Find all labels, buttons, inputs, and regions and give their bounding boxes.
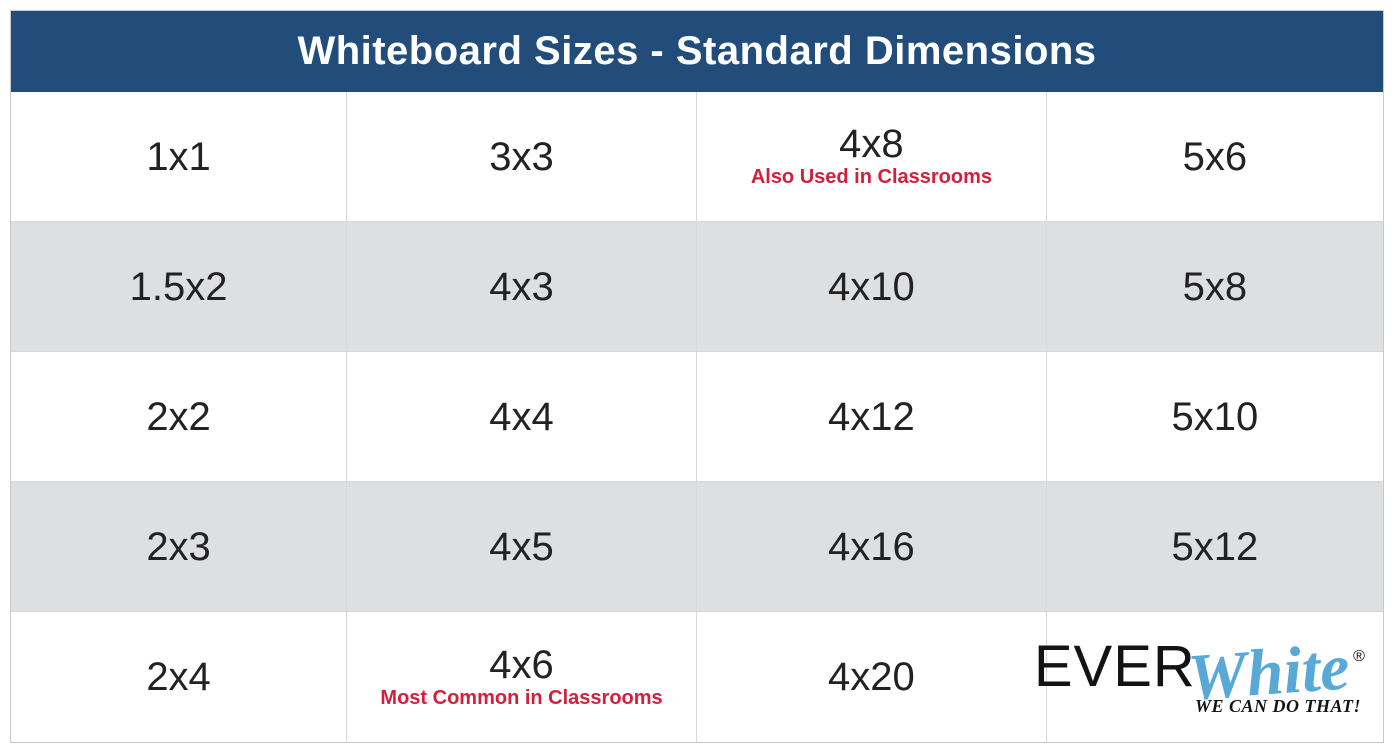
logo-text-white: White bbox=[1186, 637, 1351, 708]
table-cell: 2x2 bbox=[11, 352, 347, 482]
table-cell: 2x3 bbox=[11, 482, 347, 612]
table-cell: 4x4 bbox=[347, 352, 697, 482]
size-value: 4x12 bbox=[828, 397, 915, 437]
table-cell: 5x12 bbox=[1047, 482, 1383, 612]
size-value: 4x16 bbox=[828, 527, 915, 567]
size-value: 4x10 bbox=[828, 267, 915, 307]
size-value: 4x20 bbox=[828, 657, 915, 697]
table-cell: 3x3 bbox=[347, 92, 697, 222]
size-value: 5x8 bbox=[1183, 267, 1248, 307]
table-cell: 5x10 bbox=[1047, 352, 1383, 482]
table-cell: 4x12 bbox=[697, 352, 1047, 482]
table-cell: 5x8 bbox=[1047, 222, 1383, 352]
size-value: 2x4 bbox=[146, 657, 211, 697]
table-cell: 2x4 bbox=[11, 612, 347, 742]
table-cell: 4x10 bbox=[697, 222, 1047, 352]
table-cell: 1.5x2 bbox=[11, 222, 347, 352]
table-cell: 4x5 bbox=[347, 482, 697, 612]
table-cell: 1x1 bbox=[11, 92, 347, 222]
whiteboard-sizes-table: Whiteboard Sizes - Standard Dimensions 1… bbox=[10, 10, 1384, 743]
table-cell: 4x6Most Common in Classrooms bbox=[347, 612, 697, 742]
size-value: 3x3 bbox=[489, 137, 554, 177]
size-value: 2x2 bbox=[146, 397, 211, 437]
size-value: 1.5x2 bbox=[130, 267, 228, 307]
size-value: 5x10 bbox=[1172, 397, 1259, 437]
size-value: 4x8 bbox=[839, 124, 904, 164]
brand-logo: EVERWhite®WE CAN DO THAT! bbox=[1047, 612, 1383, 742]
logo-cell: EVERWhite®WE CAN DO THAT! bbox=[1047, 612, 1383, 742]
logo-wordmark: EVERWhite® bbox=[1034, 637, 1361, 696]
size-value: 5x6 bbox=[1183, 137, 1248, 177]
size-note: Most Common in Classrooms bbox=[380, 687, 662, 710]
registered-mark: ® bbox=[1353, 648, 1365, 666]
table-cell: 5x6 bbox=[1047, 92, 1383, 222]
table-cell: 4x16 bbox=[697, 482, 1047, 612]
table-cell: 4x20 bbox=[697, 612, 1047, 742]
size-note: Also Used in Classrooms bbox=[751, 166, 992, 189]
size-value: 4x6 bbox=[489, 645, 554, 685]
size-value: 1x1 bbox=[146, 137, 211, 177]
size-value: 4x4 bbox=[489, 397, 554, 437]
table-cell: 4x8Also Used in Classrooms bbox=[697, 92, 1047, 222]
logo-text-ever: EVER bbox=[1034, 638, 1196, 696]
table-title: Whiteboard Sizes - Standard Dimensions bbox=[11, 11, 1383, 92]
size-value: 5x12 bbox=[1172, 527, 1259, 567]
table-cell: 4x3 bbox=[347, 222, 697, 352]
size-value: 4x3 bbox=[489, 267, 554, 307]
size-value: 2x3 bbox=[146, 527, 211, 567]
size-value: 4x5 bbox=[489, 527, 554, 567]
table-grid: 1x1 3x3 4x8Also Used in Classrooms 5x6 1.5x2… bbox=[11, 92, 1383, 742]
